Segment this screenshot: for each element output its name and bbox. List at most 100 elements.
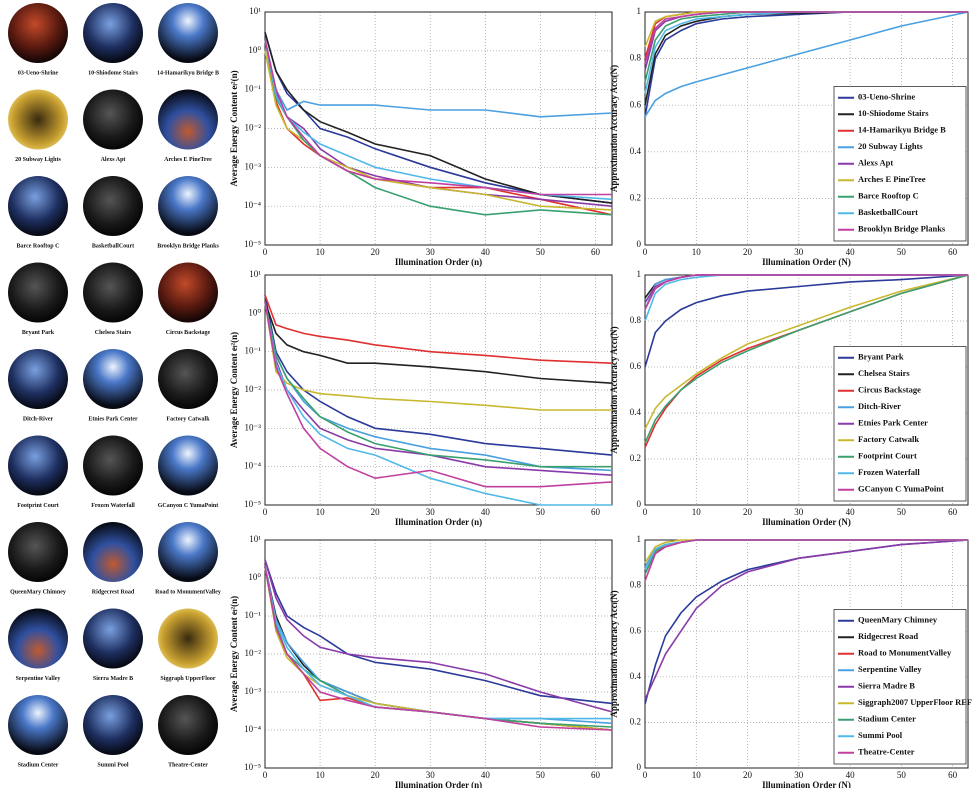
y-tick-label: 10⁻²: [245, 384, 262, 394]
y-tick-label: 10⁻⁴: [244, 461, 261, 471]
series-line: [264, 301, 612, 506]
legend-label: Circus Backstage: [858, 385, 921, 395]
environment-map: [158, 89, 218, 150]
x-tick-label: 20: [743, 770, 753, 780]
x-tick-label: 40: [481, 770, 491, 780]
x-axis-label: Illumination Order (n): [395, 517, 482, 527]
thumbnail-label: 03-Ueno-Shrine: [18, 70, 59, 76]
legend-box: [833, 346, 967, 502]
x-tick-label: 60: [948, 507, 958, 517]
x-tick-label: 40: [846, 247, 856, 257]
legend-label: 14-Hamarikyu Bridge B: [858, 125, 946, 135]
environment-map: [8, 608, 68, 669]
legend-label: Summi Pool: [858, 730, 903, 740]
y-tick-label: 1: [637, 534, 642, 544]
legend-label: Brooklyn Bridge Planks: [858, 224, 946, 234]
x-tick-label: 0: [263, 507, 268, 517]
x-tick-label: 40: [846, 507, 856, 517]
x-tick-label: 0: [263, 247, 268, 257]
thumbnail-label: Chelsea Stairs: [95, 330, 132, 336]
plot-frame: [264, 539, 613, 769]
series-line: [644, 11, 969, 118]
x-tick-label: 50: [897, 247, 907, 257]
x-axis-label: Illumination Order (n): [395, 257, 482, 267]
legend-label: Alexs Apt: [858, 158, 893, 168]
x-tick-label: 30: [794, 507, 804, 517]
x-tick-label: 50: [536, 247, 546, 257]
thumbnail-label: Alexs Apt: [101, 157, 126, 163]
y-tick-label: 10⁻³: [245, 161, 262, 171]
series-line: [644, 274, 968, 310]
y-tick-label: 0.4: [630, 146, 642, 156]
y-axis-label: Average Energy Content eₗ²(n): [229, 596, 239, 712]
legend-label: Stadium Center: [858, 714, 916, 724]
thumbnail-label: Serpentine Valley: [16, 676, 61, 682]
y-tick-label: 0.6: [630, 361, 642, 371]
thumbnail-label: Arches E PineTree: [164, 157, 212, 163]
y-tick-label: 10¹: [249, 534, 261, 544]
legend-label: Theatre-Center: [858, 747, 915, 757]
y-tick-label: 10⁻³: [245, 686, 262, 696]
legend-label: Serpentine Valley: [858, 664, 922, 674]
series-line: [264, 566, 613, 731]
thumbnail-label: Circus Backstage: [166, 330, 211, 336]
legend-label: Footprint Court: [858, 451, 917, 461]
y-axis-label: Approximation Accuracy Accₗ(N): [609, 326, 619, 453]
y-tick-label: 10⁰: [248, 307, 261, 317]
environment-map: [83, 349, 143, 409]
environment-map: [83, 176, 143, 236]
x-tick-label: 0: [643, 770, 648, 780]
y-axis-label: Approximation Accuracy Accₗ(N): [609, 65, 619, 192]
x-tick-label: 50: [897, 507, 907, 517]
thumbnail-label: Ditch-River: [23, 416, 54, 422]
environment-map: [158, 435, 218, 496]
thumbnail-label: QueenMary Chimney: [10, 589, 66, 595]
plot-frame: [264, 11, 613, 246]
thumbnail-label: Stadium Center: [18, 762, 59, 768]
environment-map: [83, 695, 143, 755]
y-tick-label: 10⁻⁴: [244, 200, 261, 210]
y-tick-label: 10¹: [249, 6, 261, 16]
x-tick-label: 30: [794, 770, 804, 780]
x-axis-label: Illumination Order (N): [762, 780, 851, 788]
y-tick-label: 10¹: [249, 269, 261, 279]
environment-map: [158, 176, 218, 236]
legend-label: GCanyon C YumaPoint: [858, 484, 944, 494]
y-tick-label: 0: [637, 499, 642, 509]
environment-map: [83, 89, 143, 150]
legend-label: 03-Ueno-Shrine: [858, 92, 915, 102]
x-tick-label: 60: [948, 247, 958, 257]
legend-label: Arches E PineTree: [858, 174, 926, 184]
y-tick-label: 0.2: [630, 453, 641, 463]
thumbnail-label: GCanyon C YumaPoint: [158, 503, 219, 509]
series-line: [264, 38, 613, 118]
x-axis-label: Illumination Order (N): [762, 517, 851, 527]
legend-label: Chelsea Stairs: [858, 368, 910, 378]
series-line: [264, 294, 613, 456]
y-axis-label: Approximation Accuracy Accₗ(N): [609, 590, 619, 717]
x-tick-label: 40: [846, 770, 856, 780]
y-tick-label: 10⁻⁴: [244, 724, 261, 734]
x-tick-label: 10: [316, 507, 326, 517]
x-tick-label: 30: [794, 247, 804, 257]
environment-map: [8, 89, 68, 150]
thumbnail-label: Frozen Waterfall: [91, 503, 135, 509]
thumbnail-label: Factory Catwalk: [166, 416, 210, 422]
x-tick-label: 40: [481, 247, 491, 257]
series-line: [264, 301, 613, 488]
legend-label: Barce Rooftop C: [858, 191, 919, 201]
x-tick-label: 60: [948, 770, 958, 780]
thumbnail-label: Siggraph UpperFloor: [160, 676, 216, 682]
x-tick-label: 30: [426, 507, 436, 517]
legend-label: Ditch-River: [858, 401, 901, 411]
y-tick-label: 1: [637, 6, 642, 16]
legend-label: 10-Shiodome Stairs: [858, 108, 929, 118]
x-tick-label: 20: [371, 770, 381, 780]
x-tick-label: 60: [591, 247, 601, 257]
x-tick-label: 10: [692, 770, 702, 780]
y-tick-label: 0: [637, 762, 642, 772]
x-tick-label: 0: [263, 770, 268, 780]
thumbnail-label: Ridgecrest Road: [92, 589, 135, 595]
environment-map: [158, 349, 218, 409]
